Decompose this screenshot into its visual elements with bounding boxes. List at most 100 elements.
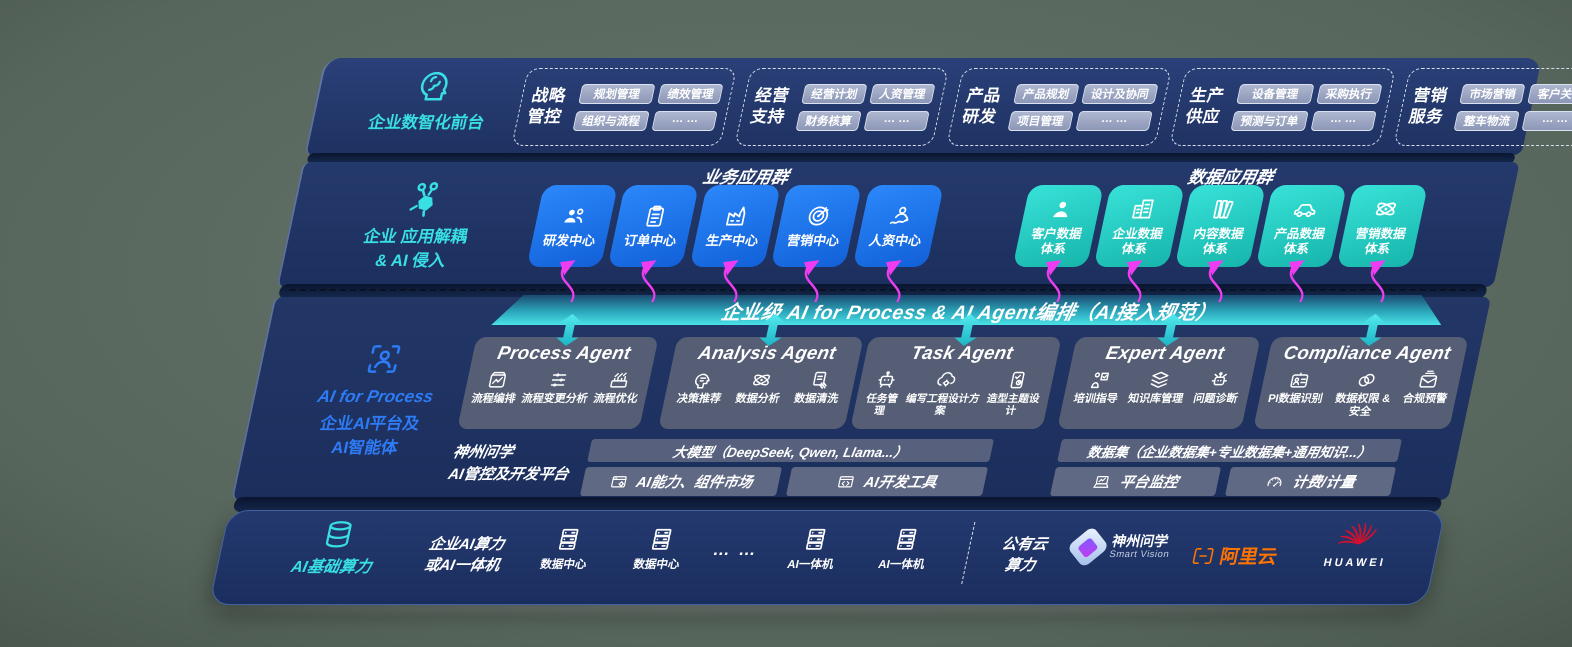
mail-alert-icon <box>1416 369 1443 391</box>
cloud-gear-icon <box>933 369 960 391</box>
group-product: 产品研发 产品规划 设计及协同 项目管理 … … <box>946 68 1173 146</box>
sliders-icon <box>545 369 572 391</box>
agent-item-label: 合规预警 <box>1401 393 1449 405</box>
tile-label: 生产中心 <box>704 233 760 249</box>
task-agent-box: Task Agent 任务管理 编写工程设计方案 造型主题设计 <box>850 337 1062 429</box>
agent-title: Task Agent <box>909 342 1016 363</box>
datacenter-node: 数据中心 <box>532 526 602 572</box>
agent-items: 培训指导 知识库管理 问题诊断 <box>1057 364 1255 429</box>
capability-pill: 财务核算 <box>795 110 862 131</box>
server-icon <box>646 526 678 552</box>
capability-pill: 设计及协同 <box>1081 83 1159 104</box>
head-chat-icon <box>690 369 717 391</box>
agent-item-label: 数据分析 <box>734 393 781 405</box>
model-bar: 大模型（DeepSeek, Qwen, Llama...） <box>587 439 995 462</box>
huawei-name: HUAWEI <box>1322 557 1387 569</box>
smartvision-logo: 神州问学 Smart Vision <box>1066 525 1174 569</box>
agent-item: 数据权限 & 安全 <box>1326 369 1402 418</box>
capability-pill: 项目管理 <box>1007 110 1074 131</box>
tile-label: 研发中心 <box>541 233 597 249</box>
group-marketing: 营销服务 市场营销 客户关系 整车物流 … … <box>1392 68 1572 146</box>
capability-pill: 人资管理 <box>869 83 936 104</box>
laptop-chart-icon <box>1091 473 1113 491</box>
tile-marketing-center: 营销中心 <box>770 185 863 267</box>
tile-label: 营销数据体系 <box>1354 227 1408 256</box>
ai-dev-tools-cell: AI开发工具 <box>785 467 989 496</box>
agent-item: 问题诊断 <box>1192 369 1244 406</box>
server-icon <box>553 526 585 552</box>
tile-label: 企业数据体系 <box>1111 227 1165 256</box>
server-icon <box>800 526 832 552</box>
window-gear-icon <box>608 473 630 491</box>
group-title: 生产供应 <box>1183 86 1227 126</box>
tile-order-center: 订单中心 <box>607 185 700 267</box>
data-flow-arrows <box>560 260 1386 303</box>
compliance-agent-box: Compliance Agent PI数据识别 数据权限 & 安全 合规预警 <box>1253 337 1469 429</box>
capability-pill: 组织与流程 <box>572 110 651 131</box>
datacenter-node: 数据中心 <box>625 526 695 572</box>
expert-agent-box: Expert Agent 培训指导 知识库管理 问题诊断 <box>1057 337 1261 429</box>
front-stage-label-text: 企业数智化前台 <box>366 114 486 132</box>
alicloud-name: 阿里云 <box>1217 547 1280 568</box>
group-production: 生产供应 设备管理 采购执行 预测与订单 … … <box>1169 68 1396 146</box>
public-cloud-line2: 算力 <box>1003 557 1037 574</box>
tile-marketing-data: 营销数据体系 <box>1336 185 1429 267</box>
dataset-platform-group: 数据集（企业数据集+专业数据集+通用知识...） 平台监控 计费/计量 <box>1049 439 1403 496</box>
tile-label: 订单中心 <box>622 233 678 249</box>
agent-item: 决策推荐 <box>675 369 727 406</box>
dataset-bar: 数据集（企业数据集+专业数据集+通用知识...） <box>1057 439 1403 462</box>
platform-cells: AI能力、组件市场 AI开发工具 <box>579 467 989 496</box>
capability-pill: 市场营销 <box>1459 83 1526 104</box>
agent-items: 决策推荐 数据分析 数据清洗 <box>658 364 858 429</box>
node-label: AI一体机 <box>876 559 926 571</box>
node-label: 数据中心 <box>631 559 681 571</box>
ai-platform-line3: AI智能体 <box>329 439 400 458</box>
group-pills: 设备管理 采购执行 预测与订单 … … <box>1230 83 1383 131</box>
server-icon <box>891 526 923 552</box>
capability-pill: 设备管理 <box>1236 83 1315 104</box>
agent-item-label: 知识库管理 <box>1126 393 1185 405</box>
agent-title: Expert Agent <box>1104 342 1227 363</box>
ai-compute-label: AI基础算力 <box>266 518 404 579</box>
capability-pill: 采购执行 <box>1315 83 1383 104</box>
group-title: 经营支持 <box>748 86 792 126</box>
machine-icon <box>606 369 633 391</box>
layers-icon <box>1146 369 1173 391</box>
app-decouple-label: 企业 应用解耦 & AI 侵入 <box>325 180 510 273</box>
ai-capability-market-cell: AI能力、组件市场 <box>579 467 783 496</box>
ai-appliance-node: AI一体机 <box>779 526 849 572</box>
tile-label: 内容数据体系 <box>1192 227 1246 256</box>
people-icon <box>559 203 591 229</box>
agent-item: 数据分析 <box>734 369 786 406</box>
agent-item-label: 决策推荐 <box>675 393 723 405</box>
group-pills: 经营计划 人资管理 财务核算 … … <box>795 83 936 131</box>
person-icon <box>1046 196 1078 222</box>
clipboard-icon <box>640 203 672 229</box>
agent-item-label: 流程编排 <box>470 393 517 405</box>
cell-label: AI开发工具 <box>862 475 939 491</box>
group-title: 产品研发 <box>960 86 1003 126</box>
capability-pill: 经营计划 <box>801 83 868 104</box>
group-title: 战略管控 <box>525 86 568 126</box>
tile-label: 客户数据体系 <box>1030 227 1084 256</box>
agent-item: 造型主题设计 <box>980 369 1049 417</box>
enterprise-compute-text: 企业AI算力 或AI一体机 <box>395 534 534 576</box>
agent-item: 知识库管理 <box>1127 369 1190 406</box>
agent-item-label: 问题诊断 <box>1192 393 1239 405</box>
robot-icon <box>873 369 900 391</box>
agent-item: 培训指导 <box>1072 369 1124 406</box>
platform-cells: 平台监控 计费/计量 <box>1049 467 1397 496</box>
compute-line2: 或AI一体机 <box>422 557 502 574</box>
group-title: 营销服务 <box>1407 86 1450 126</box>
alicloud-bracket-icon <box>1189 544 1218 568</box>
flow-chart-icon <box>484 369 511 391</box>
tile-label: 人资中心 <box>867 233 923 249</box>
tile-product-data: 产品数据体系 <box>1255 185 1348 267</box>
node-label: 数据中心 <box>538 559 588 571</box>
atom-icon <box>1370 196 1402 222</box>
ai-compute-label-text: AI基础算力 <box>289 559 374 576</box>
window-code-icon <box>835 473 857 491</box>
huawei-logo: HUAWEI <box>1322 520 1394 569</box>
cell-label: 平台监控 <box>1117 475 1180 491</box>
capability-pill: … … <box>1075 110 1154 131</box>
